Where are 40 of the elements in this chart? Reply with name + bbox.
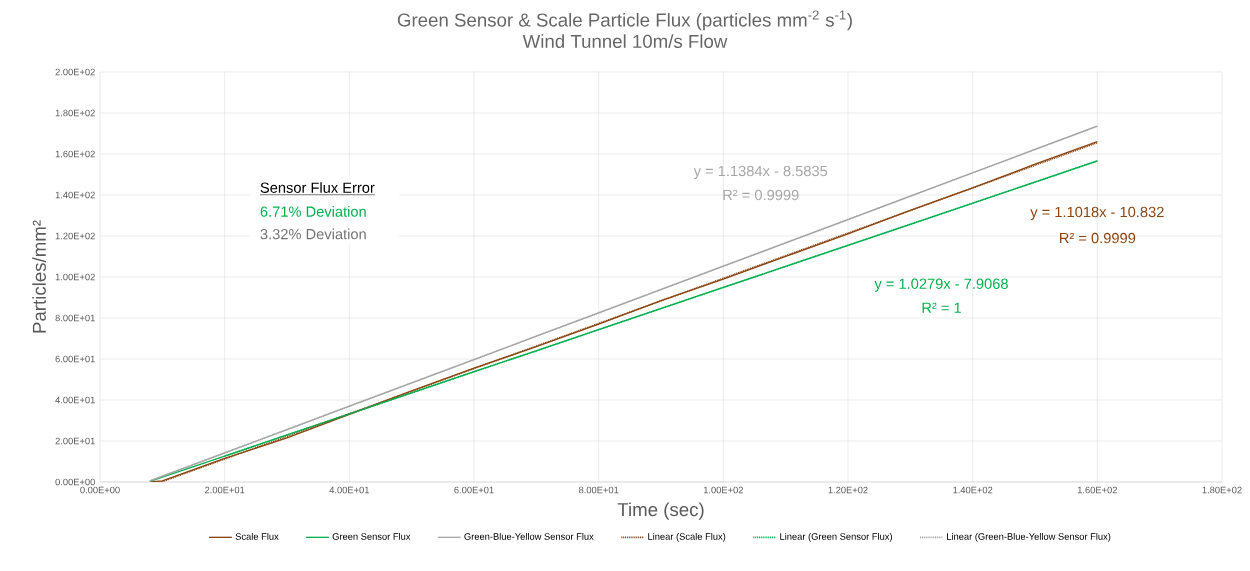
chart-subtitle: Wind Tunnel 10m/s Flow [522,34,728,48]
x-tick-label: 2.00E+01 [205,486,245,494]
x-tick-label: 1.40E+02 [953,486,993,494]
x-tick-label: 1.60E+02 [1077,486,1117,494]
y-axis-title: Particles/mm² [32,220,46,333]
x-tick-label: 8.00E+01 [578,486,619,494]
x-tick-label: 4.00E+01 [329,486,369,494]
y-tick-label: 2.00E+01 [55,437,95,445]
x-tick-label: 1.80E+02 [1202,486,1242,494]
x-axis-title: Time (sec) [617,502,704,520]
annotation: R² = 0.9999 [1060,232,1136,244]
annotation: Sensor Flux Error [260,182,375,193]
y-tick-label: 1.00E+02 [55,273,95,281]
y-tick-label: 8.00E+01 [55,314,95,322]
y-tick-label: 0.00E+00 [55,478,95,486]
annotation: 3.32% Deviation [260,228,366,240]
chart-title: Green Sensor & Scale Particle Flux (particles mm$^{-2}$ s$^{-1}$) [397,10,852,31]
legend-label: Linear (Scale Flux) [648,532,726,542]
annotation: y = 1.1018x - 10.832 [1030,206,1164,221]
x-tick-label: 1.00E+02 [703,486,743,494]
y-tick-label: 1.80E+02 [55,109,95,117]
legend-label: Linear (Green Sensor Flux) [780,532,892,542]
legend-label: Linear (Green-Blue-Yellow Sensor Flux) [947,532,1111,542]
y-tick-label: 1.40E+02 [55,191,95,199]
y-tick-label: 6.00E+01 [55,355,95,363]
annotation: y = 1.0279x - 7.9068 [874,278,1008,292]
x-tick-label: 6.00E+01 [454,486,494,494]
legend-label: Green Sensor Flux [332,532,411,540]
x-tick-label: 1.20E+02 [828,486,868,494]
annotation: R² = 0.9999 [723,189,799,201]
annotation: 6.71% Deviation [260,206,366,217]
y-tick-label: 1.20E+02 [55,232,95,240]
legend-label: Scale Flux [235,532,279,540]
y-tick-label: 2.00E+02 [55,68,95,76]
y-tick-label: 4.00E+01 [55,396,95,404]
x-tick-label: 0.00E+00 [80,486,120,494]
legend-label: Green-Blue-Yellow Sensor Flux [464,532,594,540]
y-tick-label: 1.60E+02 [55,150,95,158]
annotation: y = 1.1384x - 8.5835 [693,165,828,180]
annotation: R² = 1 [922,302,961,313]
